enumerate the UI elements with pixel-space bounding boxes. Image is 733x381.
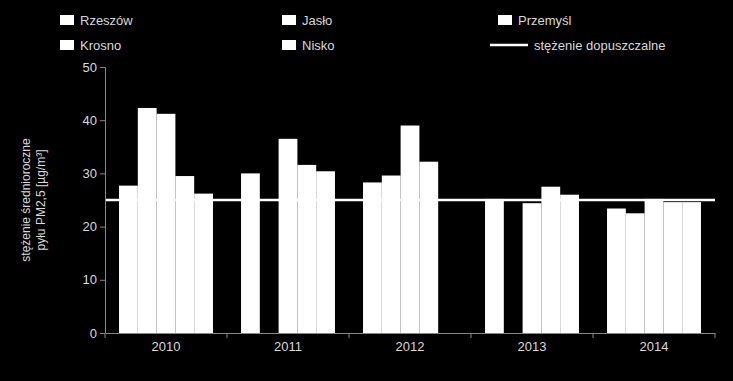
bar bbox=[541, 187, 560, 333]
x-tick: 2014 bbox=[640, 333, 669, 354]
y-tick-label: 30 bbox=[83, 166, 97, 181]
bar bbox=[645, 199, 664, 333]
x-tick-label: 2014 bbox=[640, 339, 669, 354]
y-tick-mark bbox=[100, 120, 105, 121]
x-tick: 2011 bbox=[274, 333, 302, 354]
x-tick: 2010 bbox=[152, 333, 181, 354]
reference-line bbox=[105, 199, 715, 202]
bar bbox=[316, 171, 335, 333]
bar bbox=[401, 126, 420, 333]
y-axis-line bbox=[100, 68, 106, 334]
legend-item: Krosno bbox=[60, 38, 121, 53]
bar bbox=[626, 213, 645, 333]
bar bbox=[560, 195, 579, 333]
bar bbox=[194, 194, 213, 333]
legend-swatch bbox=[60, 40, 74, 50]
bar bbox=[241, 173, 260, 333]
x-separator bbox=[227, 333, 228, 338]
x-axis: 2010 2011 2012 2013 2014 bbox=[105, 333, 716, 354]
chart: 0 10 20 30 40 50 2010 2011 2012 2013 2014 stężenie … bbox=[0, 0, 733, 381]
y-tick-mark bbox=[100, 173, 105, 174]
plot-area bbox=[105, 108, 715, 333]
x-tick-label: 2012 bbox=[396, 339, 425, 354]
legend: Rzeszów Jasło Przemyśl Krosno Nisko stężenie … bbox=[60, 13, 666, 53]
y-tick-mark bbox=[100, 67, 105, 68]
y-axis: 0 10 20 30 40 50 bbox=[83, 60, 106, 341]
y-tick-mark bbox=[100, 333, 105, 334]
y-tick-label: 10 bbox=[83, 272, 97, 287]
x-tick-label: 2011 bbox=[274, 339, 302, 354]
legend-label: stężenie dopuszczalne bbox=[534, 38, 666, 53]
x-separator bbox=[715, 333, 716, 338]
legend-label: Rzeszów bbox=[80, 13, 133, 28]
y-tick-label: 50 bbox=[83, 60, 97, 75]
y-tick: 0 bbox=[90, 326, 105, 341]
y-tick: 30 bbox=[83, 166, 105, 181]
legend-item: Rzeszów bbox=[60, 13, 133, 28]
x-axis-line bbox=[106, 333, 716, 334]
legend-item: stężenie dopuszczalne bbox=[490, 38, 666, 53]
bar bbox=[485, 199, 504, 333]
bar bbox=[523, 203, 542, 333]
bar-series bbox=[194, 171, 701, 333]
x-tick-label: 2010 bbox=[152, 339, 181, 354]
y-axis-title-line: pyłu PM2,5 [µg/m³] bbox=[34, 150, 48, 251]
x-tick: 2013 bbox=[518, 333, 547, 354]
bar-series bbox=[175, 162, 682, 333]
x-tick: 2012 bbox=[396, 333, 425, 354]
bar bbox=[663, 202, 682, 333]
y-tick-label: 20 bbox=[83, 219, 97, 234]
background bbox=[0, 0, 733, 381]
x-separator bbox=[105, 333, 106, 338]
y-axis-title-line: stężenie średnioroczne bbox=[19, 138, 33, 262]
legend-item: Przemyśl bbox=[498, 13, 572, 28]
legend-label: Przemyśl bbox=[518, 13, 572, 28]
y-tick-mark bbox=[100, 280, 105, 281]
bar bbox=[607, 209, 626, 333]
bar-series bbox=[157, 114, 664, 333]
bar-series bbox=[138, 108, 645, 333]
x-tick-label: 2013 bbox=[518, 339, 547, 354]
legend-label: Krosno bbox=[80, 38, 121, 53]
legend-swatch bbox=[282, 40, 296, 50]
legend-swatch bbox=[498, 15, 512, 25]
x-separator bbox=[349, 333, 350, 338]
y-tick: 50 bbox=[83, 60, 105, 75]
y-axis-title: stężenie średniorocznepyłu PM2,5 [µg/m³] bbox=[19, 138, 48, 262]
x-separator bbox=[471, 333, 472, 338]
legend-label: Nisko bbox=[302, 38, 335, 53]
y-tick: 20 bbox=[83, 219, 105, 234]
legend-item: Jasło bbox=[282, 13, 332, 28]
legend-swatch bbox=[490, 44, 528, 47]
bar bbox=[297, 165, 316, 333]
legend-label: Jasło bbox=[302, 13, 332, 28]
bar-series bbox=[119, 173, 626, 333]
legend-item: Nisko bbox=[282, 38, 335, 53]
legend-swatch bbox=[60, 15, 74, 25]
bar bbox=[682, 202, 701, 333]
y-tick-mark bbox=[100, 227, 105, 228]
bar bbox=[138, 108, 157, 333]
bar bbox=[363, 182, 382, 333]
bar bbox=[419, 162, 438, 333]
y-tick: 10 bbox=[83, 272, 105, 287]
legend-swatch bbox=[282, 15, 296, 25]
bar bbox=[119, 186, 138, 333]
bar bbox=[157, 114, 176, 333]
y-tick-label: 40 bbox=[83, 113, 97, 128]
x-separator bbox=[593, 333, 594, 338]
y-tick-label: 0 bbox=[90, 326, 97, 341]
bar bbox=[279, 139, 298, 333]
y-tick: 40 bbox=[83, 113, 105, 128]
